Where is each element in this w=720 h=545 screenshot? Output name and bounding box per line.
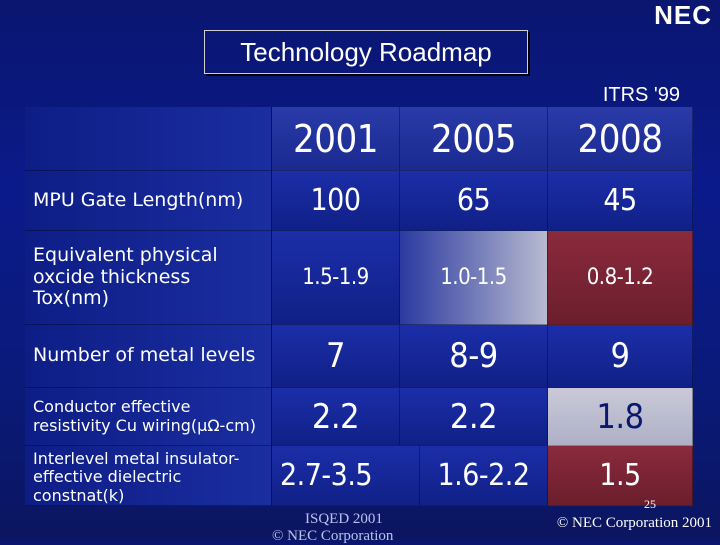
table-cell: 100 (272, 171, 400, 231)
table-row: MPU Gate Length(nm) 100 65 45 (25, 171, 693, 231)
table-cell: 9 (548, 325, 693, 388)
table-row: Conductor effective resistivity Cu wirin… (25, 388, 693, 446)
table-cell: 1.6-2.2 (420, 446, 548, 506)
row-label: MPU Gate Length(nm) (25, 171, 272, 231)
table-cell: 1.5 (548, 446, 693, 506)
source-label: ITRS '99 (602, 84, 680, 106)
page-number: 25 (644, 497, 656, 511)
row-label: Conductor effective resistivity Cu wirin… (25, 388, 272, 446)
footer-conference: ISQED 2001 (305, 511, 383, 527)
table-cell: 1.5-1.9 (272, 231, 400, 325)
table-cell: 1.0-1.5 (400, 231, 548, 325)
table-cell: 2.2 (272, 388, 400, 446)
roadmap-table: 2001 2005 2008 MPU Gate Length(nm) 100 6… (25, 107, 693, 506)
table-row: Equivalent physical oxcide thickness Tox… (25, 231, 693, 325)
row-label: Equivalent physical oxcide thickness Tox… (25, 231, 272, 325)
table-cell: 7 (272, 325, 400, 388)
table-header-row: 2001 2005 2008 (25, 107, 693, 171)
slide-title: Technology Roadmap (204, 30, 528, 74)
year-header: 2008 (548, 107, 693, 171)
table-cell: 1.8 (548, 388, 693, 446)
year-header: 2005 (400, 107, 548, 171)
table-cell: 65 (400, 171, 548, 231)
nec-logo: NEC (654, 0, 712, 30)
row-label: Number of metal levels (25, 325, 272, 388)
table-cell: 45 (548, 171, 693, 231)
table-row: Number of metal levels 7 8-9 9 (25, 325, 693, 388)
table-cell: 0.8-1.2 (548, 231, 693, 325)
table-row: Interlevel metal insulator- effective di… (25, 446, 693, 506)
table-cell: 2.2 (400, 388, 548, 446)
row-label: Interlevel metal insulator- effective di… (25, 446, 272, 506)
slide-title-text: Technology Roadmap (240, 36, 492, 67)
footer-copyright-left: © NEC Corporation (272, 528, 394, 544)
year-header: 2001 (272, 107, 400, 171)
header-corner (25, 107, 272, 171)
table-cell: 8-9 (400, 325, 548, 388)
footer-copyright-right: © NEC Corporation 2001 (556, 515, 712, 531)
table-cell: 2.7-3.5 (272, 446, 420, 506)
